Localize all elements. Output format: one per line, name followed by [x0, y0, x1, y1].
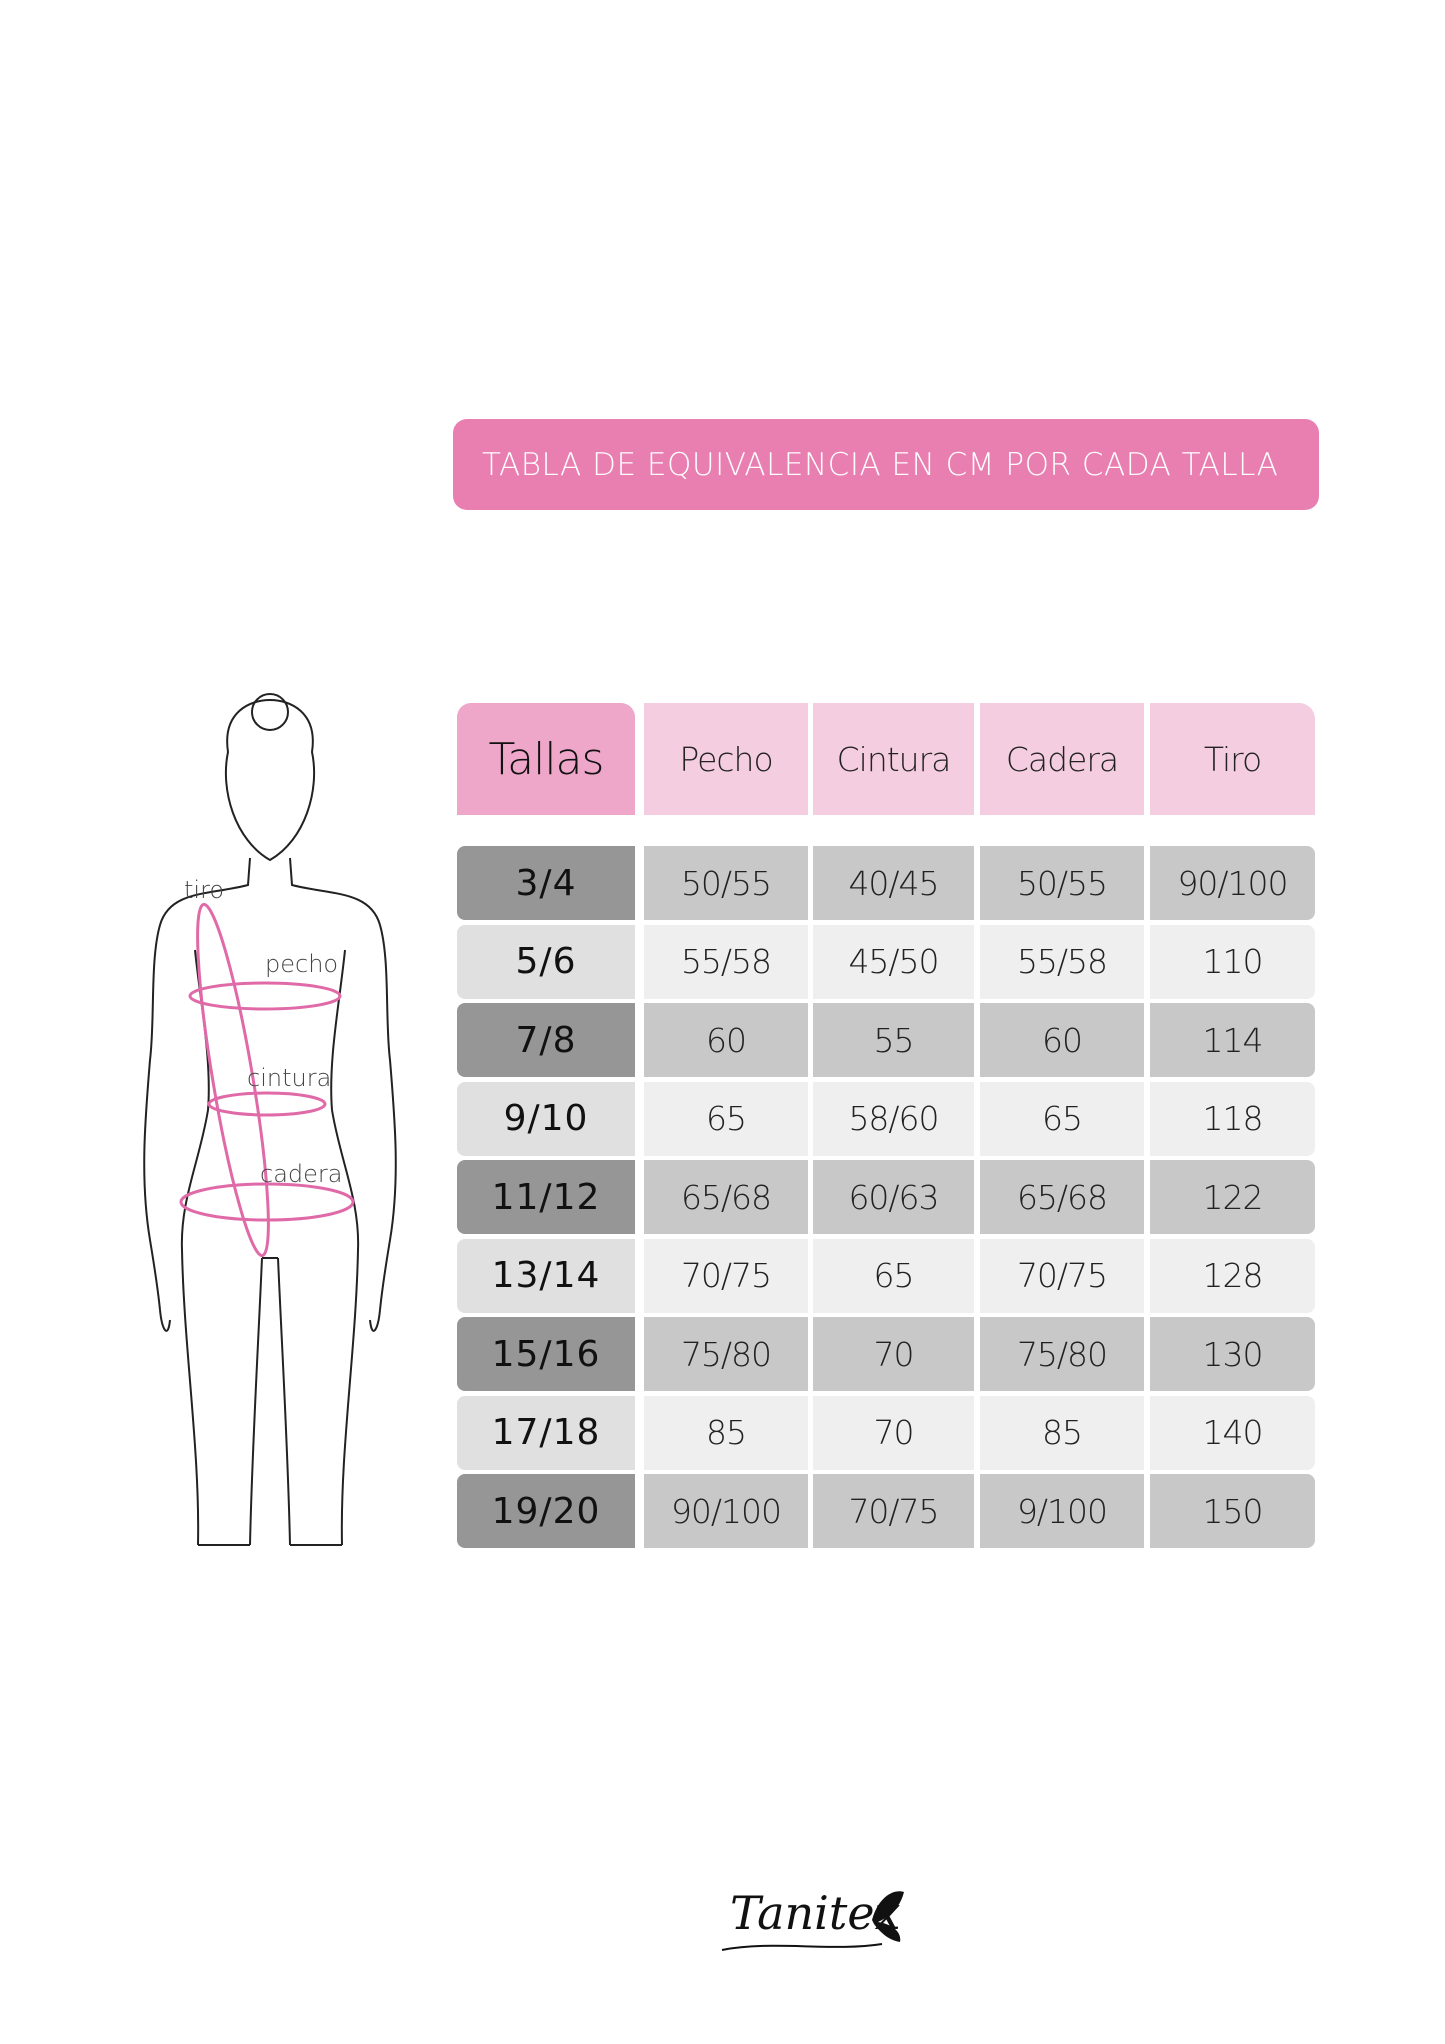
- cell-cadera: 60: [980, 1003, 1144, 1077]
- header-cadera: Cadera: [980, 703, 1144, 815]
- header-pecho: Pecho: [644, 703, 808, 815]
- cell-cintura: 70: [813, 1395, 974, 1470]
- label-cadera: cadera: [260, 1160, 343, 1188]
- cell-cintura: 70/75: [813, 1474, 974, 1548]
- cell-tiro: 118: [1150, 1081, 1315, 1156]
- cell-cintura: 40/45: [813, 846, 974, 920]
- pecho-ellipse: [188, 981, 342, 1011]
- cell-cintura: 45/50: [813, 924, 974, 999]
- logo-text: Tanitex: [730, 1886, 901, 1940]
- cell-cintura: 55: [813, 1003, 974, 1077]
- cell-tiro: 114: [1150, 1003, 1315, 1077]
- cell-tiro: 140: [1150, 1395, 1315, 1470]
- cell-cintura: 58/60: [813, 1081, 974, 1156]
- cell-pecho: 50/55: [644, 846, 808, 920]
- header-tallas: Tallas: [457, 703, 635, 815]
- label-tiro: tiro: [184, 876, 225, 904]
- cell-cadera: 70/75: [980, 1238, 1144, 1313]
- cell-cintura: 65: [813, 1238, 974, 1313]
- cintura-ellipse: [207, 1091, 327, 1117]
- header-tiro: Tiro: [1150, 703, 1315, 815]
- cell-tiro: 90/100: [1150, 846, 1315, 920]
- figure-outline: [143, 693, 397, 1546]
- size-cell: 5/6: [457, 924, 635, 999]
- cell-tiro: 122: [1150, 1160, 1315, 1234]
- size-cell: 17/18: [457, 1395, 635, 1470]
- cell-pecho: 85: [644, 1395, 808, 1470]
- cell-pecho: 55/58: [644, 924, 808, 999]
- size-cell: 7/8: [457, 1003, 635, 1077]
- size-cell: 13/14: [457, 1238, 635, 1313]
- size-cell: 3/4: [457, 846, 635, 920]
- size-cell: 19/20: [457, 1474, 635, 1548]
- cell-pecho: 75/80: [644, 1317, 808, 1391]
- cadera-ellipse: [179, 1182, 355, 1222]
- size-cell: 15/16: [457, 1317, 635, 1391]
- label-pecho: pecho: [265, 950, 339, 978]
- butterfly-icon: [721, 1891, 904, 1951]
- measure-lines: [179, 902, 355, 1258]
- cell-tiro: 150: [1150, 1474, 1315, 1548]
- cell-tiro: 110: [1150, 924, 1315, 999]
- cell-cadera: 65: [980, 1081, 1144, 1156]
- header-cintura: Cintura: [813, 703, 974, 815]
- cell-cadera: 9/100: [980, 1474, 1144, 1548]
- cell-cadera: 75/80: [980, 1317, 1144, 1391]
- cell-tiro: 130: [1150, 1317, 1315, 1391]
- size-cell: 9/10: [457, 1081, 635, 1156]
- cell-cadera: 50/55: [980, 846, 1144, 920]
- tanitex-logo: Tanitex: [712, 1880, 912, 1964]
- label-cintura: cintura: [247, 1064, 332, 1092]
- size-cell: 11/12: [457, 1160, 635, 1234]
- cell-cintura: 60/63: [813, 1160, 974, 1234]
- cell-cadera: 65/68: [980, 1160, 1144, 1234]
- cell-pecho: 70/75: [644, 1238, 808, 1313]
- cell-pecho: 65/68: [644, 1160, 808, 1234]
- cell-tiro: 128: [1150, 1238, 1315, 1313]
- title: TABLA DE EQUIVALENCIA EN CM POR CADA TAL…: [482, 446, 1279, 483]
- cell-cadera: 55/58: [980, 924, 1144, 999]
- cell-pecho: 60: [644, 1003, 808, 1077]
- title-banner: TABLA DE EQUIVALENCIA EN CM POR CADA TAL…: [453, 419, 1319, 510]
- cell-cintura: 70: [813, 1317, 974, 1391]
- cell-pecho: 90/100: [644, 1474, 808, 1548]
- cell-pecho: 65: [644, 1081, 808, 1156]
- cell-cadera: 85: [980, 1395, 1144, 1470]
- tiro-ellipse: [196, 902, 270, 1258]
